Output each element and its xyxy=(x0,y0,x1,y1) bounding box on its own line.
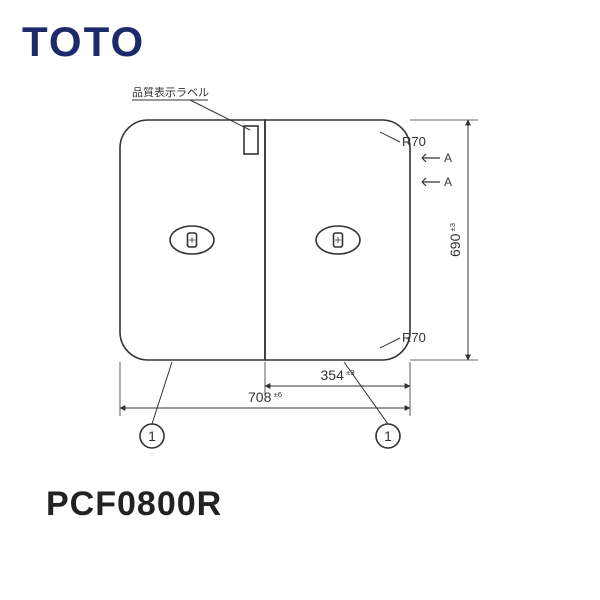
callout-label-0: 1 xyxy=(148,428,156,444)
product-code: PCF0800R xyxy=(46,485,222,524)
quality-label-rect xyxy=(244,126,258,154)
radius-label-1: R70 xyxy=(402,330,426,345)
brand-logo: TOTO xyxy=(22,18,145,66)
radius-label-0: R70 xyxy=(402,134,426,149)
dim-width-half-text: 354 ±3 xyxy=(321,367,355,383)
quality-label-text: 品質表示ラベル xyxy=(132,86,209,99)
technical-diagram: 品質表示ラベルR70R70AA11690 ±3708 ±6354 ±3 xyxy=(80,86,540,476)
page: TOTO PCF0800R 品質表示ラベルR70R70AA11690 ±3708… xyxy=(0,0,600,600)
section-mark-1: A xyxy=(444,175,452,189)
callout-label-1: 1 xyxy=(384,428,392,444)
dim-height-text: 690 ±3 xyxy=(447,223,463,257)
section-mark-0: A xyxy=(444,151,452,165)
